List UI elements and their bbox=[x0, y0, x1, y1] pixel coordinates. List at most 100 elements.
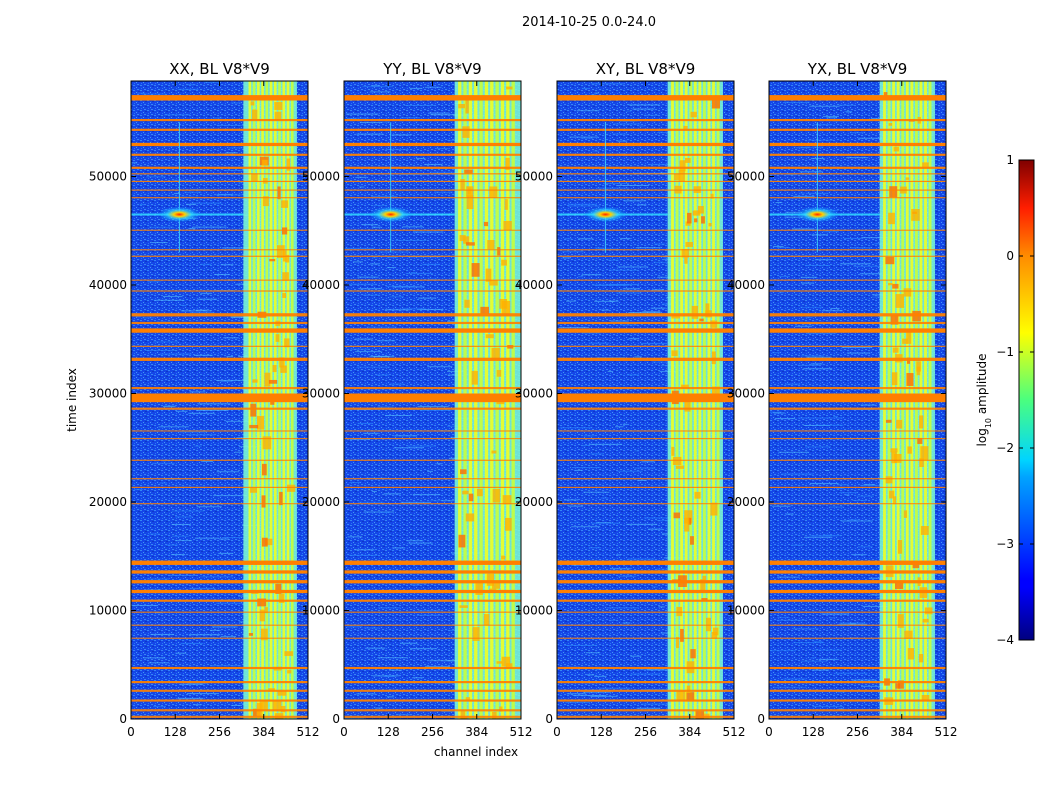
speckle bbox=[630, 673, 661, 675]
speckle bbox=[558, 326, 589, 328]
flagged-row bbox=[344, 666, 521, 670]
speckle bbox=[201, 460, 214, 462]
speckle bbox=[377, 340, 396, 342]
flagged-row bbox=[131, 386, 308, 390]
speckle bbox=[371, 226, 381, 228]
flagged-row bbox=[557, 580, 734, 584]
speckle bbox=[378, 607, 401, 609]
rfi-patch bbox=[699, 318, 704, 322]
speckle bbox=[852, 499, 868, 501]
speckle bbox=[204, 81, 221, 83]
colorbar-label-rest: amplitude bbox=[975, 354, 989, 418]
flagged-row bbox=[344, 386, 521, 390]
y-tick-label: 20000 bbox=[302, 495, 340, 509]
flagged-row bbox=[344, 589, 521, 594]
speckle bbox=[627, 558, 655, 560]
speckle bbox=[641, 703, 673, 705]
speckle bbox=[571, 466, 601, 468]
rfi-patch bbox=[896, 419, 903, 429]
speckle bbox=[135, 316, 141, 318]
speckle bbox=[412, 494, 441, 496]
speckle bbox=[605, 684, 611, 686]
speckle bbox=[860, 484, 884, 486]
speckle bbox=[781, 473, 814, 475]
speckle bbox=[594, 247, 604, 249]
speckle bbox=[234, 451, 242, 453]
rfi-patch bbox=[684, 510, 693, 524]
speckle bbox=[366, 326, 397, 328]
speckle bbox=[376, 374, 389, 376]
flagged-row bbox=[557, 197, 734, 199]
flagged-row bbox=[131, 249, 308, 251]
flagged-row bbox=[557, 255, 734, 257]
speckle bbox=[644, 517, 678, 519]
rfi-patch bbox=[903, 288, 912, 297]
speckle bbox=[801, 660, 828, 662]
rfi-patch bbox=[465, 242, 475, 246]
speckle bbox=[171, 523, 191, 525]
speckle bbox=[226, 355, 234, 357]
speckle bbox=[409, 87, 423, 89]
rfi-patch bbox=[917, 437, 923, 444]
rfi-patch bbox=[465, 99, 469, 114]
flagged-row bbox=[769, 430, 946, 432]
rfi-patch bbox=[250, 101, 255, 106]
rfi-patch bbox=[261, 463, 267, 476]
speckle bbox=[862, 605, 888, 607]
flagged-row bbox=[769, 173, 946, 175]
rfi-patch bbox=[902, 338, 908, 344]
flagged-row bbox=[131, 142, 308, 147]
rfi-patch bbox=[462, 126, 470, 138]
speckle bbox=[373, 627, 380, 629]
speckle bbox=[175, 410, 188, 412]
speckle bbox=[792, 628, 819, 630]
flagged-row bbox=[769, 709, 946, 712]
flagged-row bbox=[344, 128, 521, 131]
flagged-row bbox=[131, 560, 308, 565]
rfi-patch bbox=[889, 186, 898, 198]
flagged-row bbox=[769, 437, 946, 440]
speckle bbox=[564, 499, 579, 501]
speckle bbox=[813, 641, 823, 643]
speckle bbox=[222, 247, 251, 249]
rfi-patch bbox=[679, 160, 686, 172]
speckle bbox=[418, 610, 441, 612]
rfi-patch bbox=[916, 361, 921, 372]
speckle bbox=[218, 552, 234, 554]
speckle bbox=[620, 324, 638, 326]
flagged-row bbox=[769, 624, 946, 626]
flagged-row bbox=[557, 290, 734, 292]
rfi-patch bbox=[892, 347, 899, 353]
rfi-patch bbox=[705, 617, 712, 632]
speckle bbox=[578, 238, 594, 240]
speckle bbox=[430, 171, 460, 173]
rfi-patch bbox=[680, 628, 684, 642]
speckle bbox=[411, 272, 416, 274]
speckle bbox=[623, 200, 646, 202]
speckle bbox=[349, 554, 378, 556]
flagged-row bbox=[131, 611, 308, 613]
rfi-patch bbox=[684, 517, 690, 532]
speckle bbox=[372, 256, 378, 258]
speckle bbox=[805, 446, 832, 448]
speckle bbox=[809, 483, 839, 485]
rfi-patch bbox=[489, 280, 498, 286]
rfi-patch bbox=[924, 607, 933, 615]
rfi-patch bbox=[252, 379, 258, 383]
speckle bbox=[364, 627, 375, 629]
flagged-row bbox=[131, 345, 308, 347]
speckle bbox=[447, 320, 455, 322]
speckle bbox=[152, 462, 175, 464]
panel-yx: YX, BL V8*V9 0 128 256 384 512 0 10000 20000 3000… bbox=[727, 60, 958, 739]
speckle bbox=[356, 366, 390, 368]
speckle bbox=[840, 263, 871, 265]
speckle bbox=[835, 672, 868, 674]
speckle bbox=[643, 688, 675, 690]
speckle bbox=[776, 247, 791, 249]
speckle bbox=[578, 276, 583, 278]
speckle bbox=[808, 139, 834, 141]
speckle bbox=[166, 544, 178, 546]
flagged-row bbox=[557, 153, 734, 156]
speckle bbox=[805, 316, 813, 318]
